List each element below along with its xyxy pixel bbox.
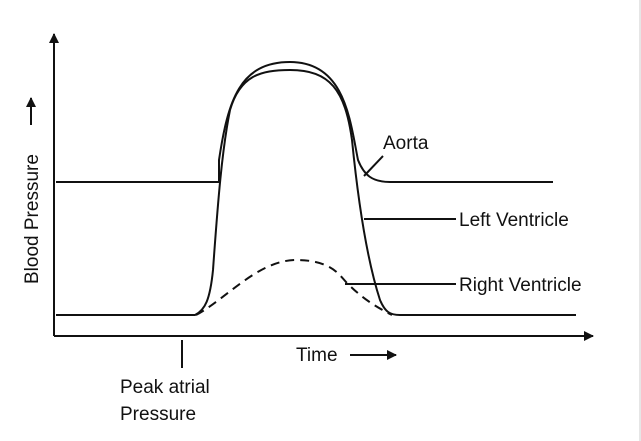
aorta-label: Aorta <box>383 133 429 154</box>
aorta-curve <box>56 60 553 183</box>
aorta-leader-line <box>363 155 384 177</box>
right-ventricle-curve <box>195 258 393 316</box>
left-ventricle-curve <box>56 68 576 316</box>
right-ventricle-label: Right Ventricle <box>459 275 582 296</box>
y-axis-label: Blood Pressure <box>22 154 43 284</box>
left-ventricle-label: Left Ventricle <box>459 210 569 231</box>
peak-atrial-label-line1: Peak atrial <box>120 377 210 398</box>
peak-atrial-label-line2: Pressure <box>120 404 196 425</box>
x-axis-label: Time <box>296 345 338 366</box>
